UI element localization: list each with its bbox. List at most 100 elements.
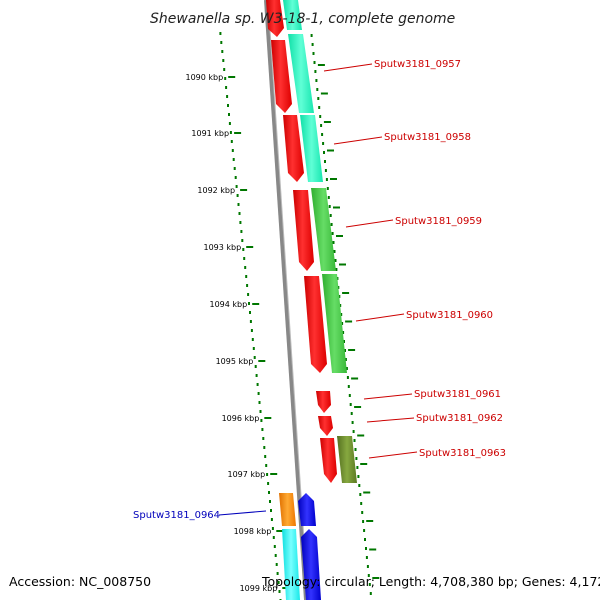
scale-dot [252,347,255,350]
outer-dot [313,61,316,64]
scale-label: 1092 kbp [197,186,235,195]
outer-dot [361,511,364,514]
scale-dot [273,545,276,548]
gene-box-teal[interactable] [283,0,302,30]
scale-dot [263,446,266,449]
gene-arrow-red[interactable] [316,391,331,413]
gene-arrow-red[interactable] [293,190,314,271]
scale-dot [241,239,244,242]
scale-dot [224,77,227,80]
scale-dot [225,86,228,89]
gene-label[interactable]: Sputw3181_0959 [395,216,482,227]
outer-dot [350,412,353,415]
gene-arrow-red[interactable] [320,438,337,483]
scale-dot [257,392,260,395]
outer-tick [369,548,377,551]
gene-label[interactable]: Sputw3181_0960 [406,310,493,321]
outer-dot [326,187,329,190]
scale-dot [233,167,236,170]
gene-arrow-red[interactable] [266,0,284,37]
gene-label[interactable]: Sputw3181_0962 [416,413,503,424]
gene-label[interactable]: Sputw3181_0961 [414,389,501,400]
outer-dot [358,484,361,487]
leader-line [345,219,394,228]
outer-dot [344,358,347,361]
scale-dot [230,140,233,143]
outer-tick [363,491,371,494]
outer-tick [360,463,368,465]
scale-tick [246,246,254,248]
gene-box-green[interactable] [322,274,347,373]
outer-dot [325,178,328,181]
outer-dot [355,457,358,460]
scale-dot [238,212,241,215]
gene-label[interactable]: Sputw3181_0957 [374,59,461,70]
gene-arrow-red[interactable] [283,115,304,182]
gene-arrow-red[interactable] [271,40,292,113]
leader-line [218,510,267,516]
scale-dot [262,437,265,440]
scale-dot [254,365,257,368]
topology-text: Topology: circular; Length: 4,708,380 bp… [261,574,600,589]
gene-arrow-red[interactable] [304,276,327,373]
scale-tick [270,473,278,475]
scale-dot [261,428,264,431]
gene-label[interactable]: Sputw3181_0963 [419,448,506,459]
scale-tick [234,132,242,134]
outer-tick [345,320,353,323]
scale-dot [260,419,263,422]
scale-dot [247,293,250,296]
outer-dot [352,430,355,433]
outer-tick [357,434,365,437]
scale-dot [220,41,223,44]
scale-dot [228,122,231,125]
scale-dot [229,131,232,134]
scale-dot [231,149,234,152]
outer-tick [336,235,343,237]
gene-box-teal[interactable] [288,34,314,113]
gene-box-orange[interactable] [279,493,296,526]
leader-line [323,63,373,72]
outer-tick [342,292,350,294]
scale-dot [266,473,269,476]
gene-arrow-blue[interactable] [301,529,321,600]
gene-box-olive[interactable] [337,436,357,483]
accession-text: Accession: NC_008750 [9,574,151,589]
outer-dot [362,520,365,523]
scale-dot [264,455,267,458]
outer-dot [331,232,334,235]
outer-dot [324,169,327,172]
gene-box-green[interactable] [311,188,336,271]
gene-label[interactable]: Sputw3181_0958 [384,132,471,143]
scale-label: 1091 kbp [191,129,229,138]
gene-arrow-red[interactable] [318,416,333,436]
outer-dot [353,439,356,442]
scale-dot [265,464,268,467]
outer-dot [330,223,333,226]
scale-dot [244,266,247,269]
outer-dot [368,583,371,586]
outer-tick [366,520,374,522]
outer-tick [348,349,356,351]
outer-dotted-line [310,34,372,595]
scale-dot [234,176,237,179]
gene-box-teal[interactable] [300,115,323,182]
outer-dot [342,331,345,334]
outer-dot [327,196,330,199]
outer-dot [329,214,332,217]
scale-label: 1099 kbp [240,584,278,593]
outer-dot [333,250,336,253]
scale-dot [259,410,262,413]
scale-label: 1090 kbp [185,73,223,82]
leader-line [355,313,405,322]
outer-dot [348,394,351,397]
scale-dot [278,590,281,593]
gene-label[interactable]: Sputw3181_0964 [133,510,220,521]
outer-dot [346,376,349,379]
outer-dot [328,205,331,208]
gene-box-cyan[interactable] [282,529,300,600]
outer-tick [333,206,340,209]
gene-arrow-blue[interactable] [298,493,316,526]
scale-tick [276,530,284,532]
outer-dot [324,160,326,163]
